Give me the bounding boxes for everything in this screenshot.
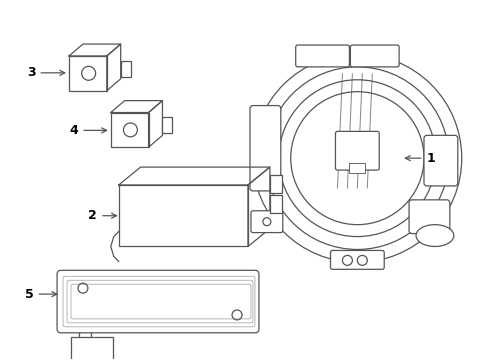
FancyBboxPatch shape [250,105,281,191]
FancyBboxPatch shape [331,251,384,269]
Bar [349,163,366,173]
FancyBboxPatch shape [336,131,379,170]
Text: 2: 2 [89,209,117,222]
Bar [69,56,107,91]
Bar [111,113,148,147]
Text: 5: 5 [25,288,57,301]
FancyBboxPatch shape [57,270,259,333]
Bar [270,195,282,213]
FancyBboxPatch shape [251,211,283,233]
Text: 1: 1 [405,152,435,165]
FancyBboxPatch shape [409,200,450,234]
Bar [71,337,113,360]
Text: 4: 4 [70,124,107,137]
Bar [121,61,131,77]
Ellipse shape [416,225,454,247]
FancyBboxPatch shape [295,45,349,67]
Text: 3: 3 [27,66,65,79]
Bar [119,185,248,247]
FancyBboxPatch shape [350,45,399,67]
FancyBboxPatch shape [424,135,458,186]
Bar [163,117,172,133]
Bar [270,175,282,193]
